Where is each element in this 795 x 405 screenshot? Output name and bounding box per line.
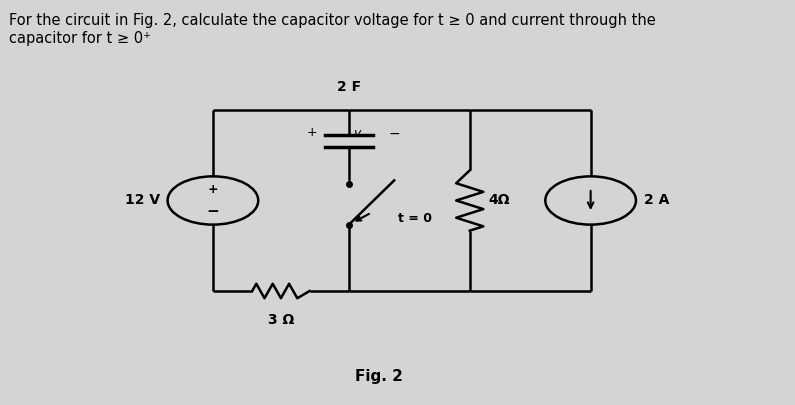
Text: 3 Ω: 3 Ω <box>268 313 294 327</box>
Text: 2 F: 2 F <box>337 80 361 94</box>
Text: −: − <box>388 127 400 141</box>
Text: t = 0: t = 0 <box>398 212 432 225</box>
Text: 2 A: 2 A <box>643 194 669 207</box>
Text: +: + <box>307 126 317 139</box>
Text: −: − <box>207 204 219 219</box>
Text: For the circuit in Fig. 2, calculate the capacitor voltage for t ≥ 0 and current: For the circuit in Fig. 2, calculate the… <box>9 13 656 46</box>
Text: Fig. 2: Fig. 2 <box>355 369 403 384</box>
Text: +: + <box>207 183 218 196</box>
Text: 4Ω: 4Ω <box>489 194 510 207</box>
Text: v: v <box>353 127 360 140</box>
Text: 12 V: 12 V <box>125 194 160 207</box>
